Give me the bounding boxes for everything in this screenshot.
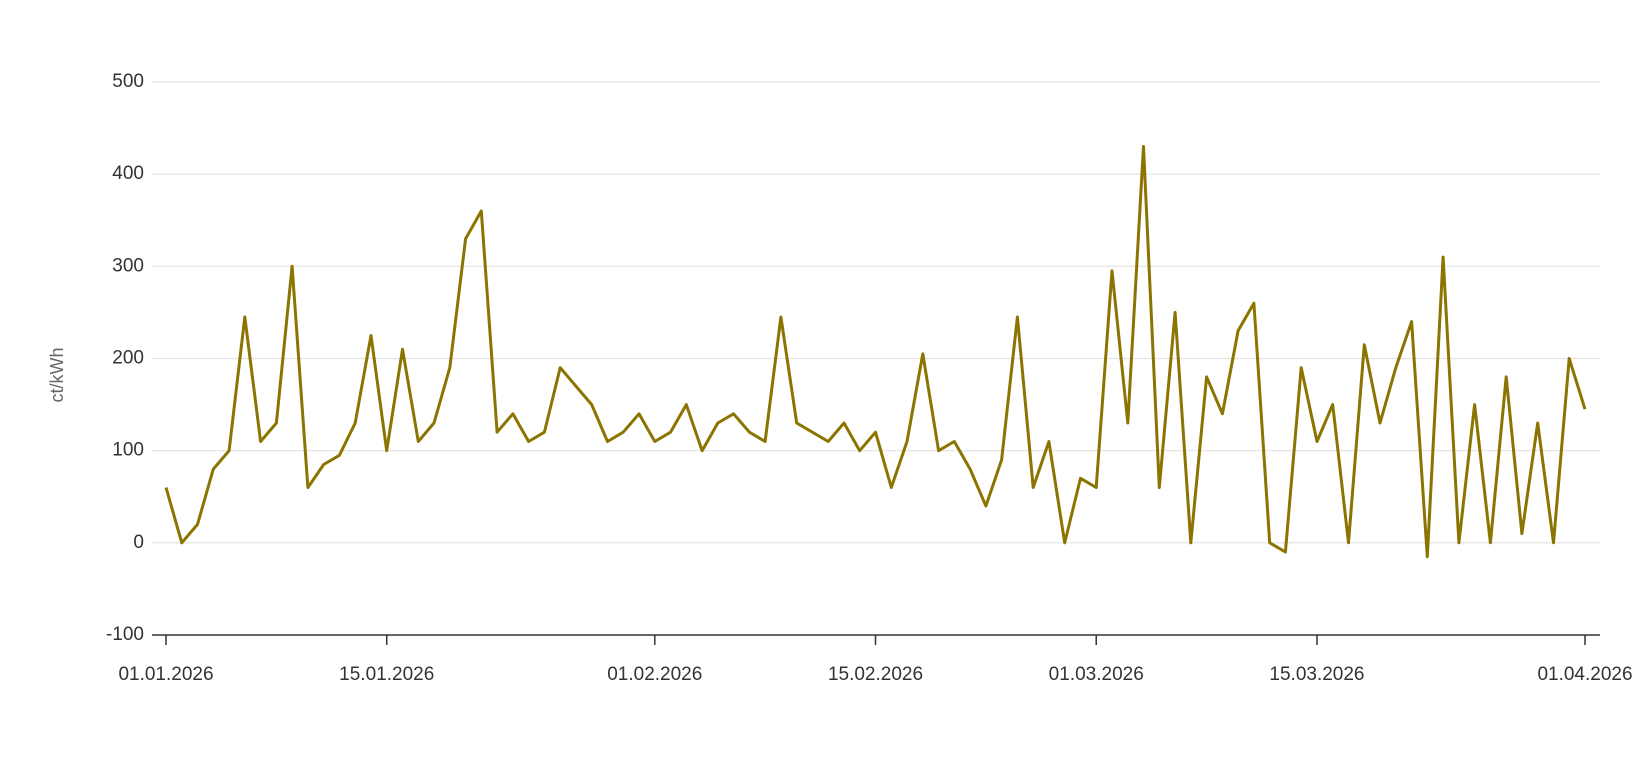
x-tick-label: 01.04.2026: [1537, 664, 1632, 685]
y-tick-label: 200: [112, 348, 144, 369]
y-tick-label: 100: [112, 440, 144, 461]
y-tick-label: 500: [112, 71, 144, 92]
x-tick-label: 01.02.2026: [607, 664, 702, 685]
x-tick-label: 15.01.2026: [339, 664, 434, 685]
line: [164, 145, 1587, 559]
x-tick-label: 01.01.2026: [118, 664, 213, 685]
x-tick-label: 15.03.2026: [1269, 664, 1364, 685]
x-tick-label: 15.02.2026: [828, 664, 923, 685]
y-tick-label: -100: [106, 624, 144, 645]
x-tick-label: 01.03.2026: [1049, 664, 1144, 685]
y-tick-label: 400: [112, 163, 144, 184]
y-tick-label: 0: [133, 532, 144, 553]
y-tick-label: 300: [112, 255, 144, 276]
y-axis-label: ct/kWh: [47, 347, 67, 402]
